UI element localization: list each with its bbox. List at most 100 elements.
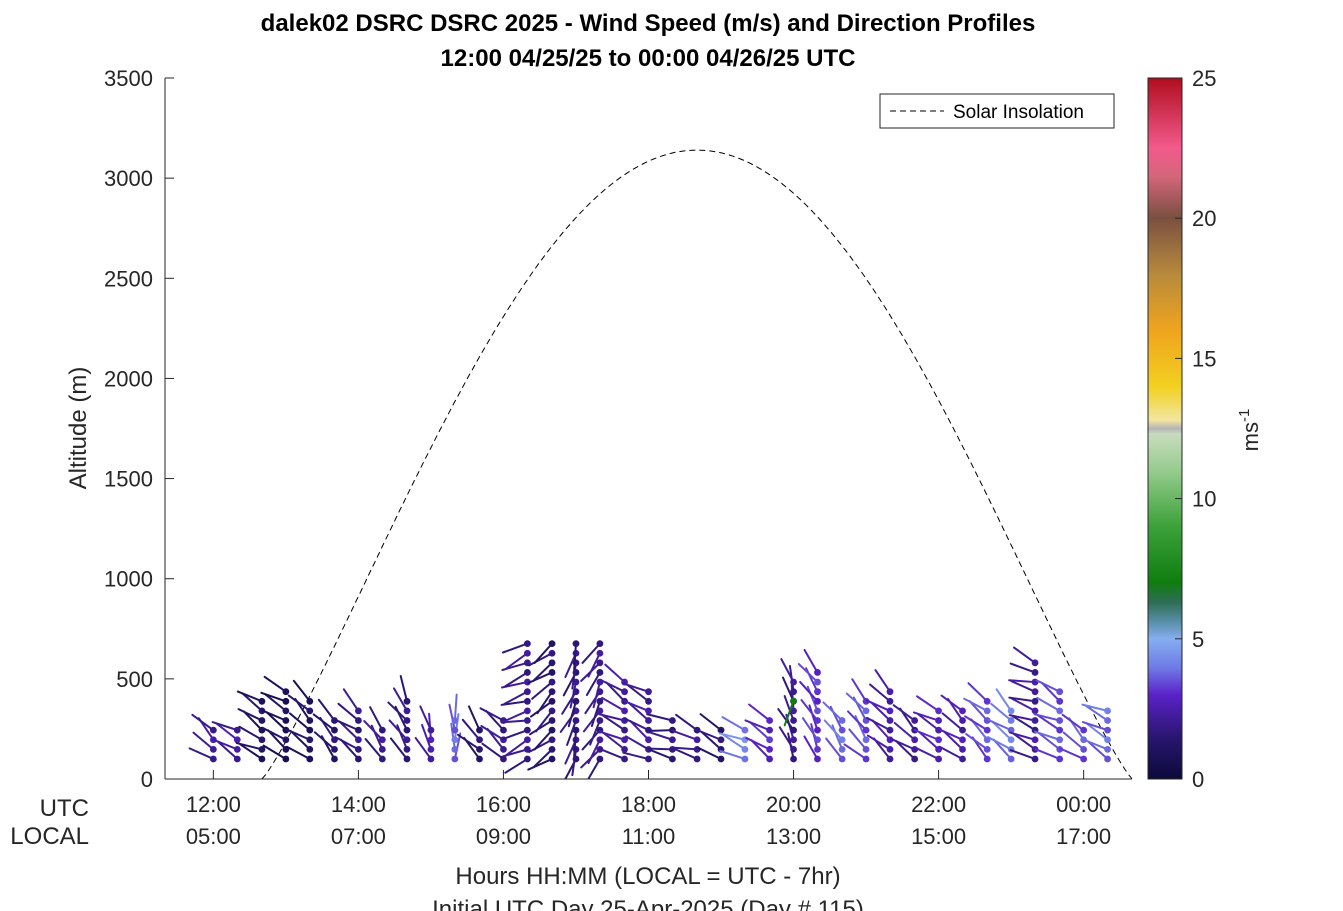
wind-barb-shaft xyxy=(1061,713,1085,732)
row-label-utc: UTC xyxy=(40,795,89,822)
wind-barb-shaft xyxy=(623,700,650,712)
wind-barb-shaft xyxy=(592,681,601,709)
wind-barb-shaft xyxy=(917,713,940,732)
wind-barb-dot xyxy=(645,688,652,696)
wind-barb-shaft xyxy=(533,729,554,751)
wind-barb-dot xyxy=(355,745,362,753)
wind-barb-shaft xyxy=(990,702,1013,722)
x-tick-label-local: 17:00 xyxy=(1056,824,1111,849)
wind-barb-dot xyxy=(935,707,942,715)
wind-barb-shaft xyxy=(242,710,263,732)
wind-barb-dot xyxy=(548,669,556,676)
wind-barb-shaft xyxy=(822,701,844,722)
wind-barb-shaft xyxy=(1040,681,1061,703)
x-tick-label-utc: 20:00 xyxy=(766,792,821,817)
wind-barb-dot xyxy=(306,755,314,763)
wind-barb-dot xyxy=(523,649,531,657)
wind-barb-dot xyxy=(282,717,290,724)
wind-barb-dot xyxy=(403,697,411,705)
wind-barb-shaft xyxy=(1008,714,1037,722)
wind-barb-dot xyxy=(596,649,604,657)
wind-barb-shaft xyxy=(399,675,408,703)
wind-barb-shaft xyxy=(369,706,384,732)
x-tick-label-local: 05:00 xyxy=(186,824,241,849)
wind-barbs-group xyxy=(188,640,1111,779)
wind-barb-dot xyxy=(548,678,556,686)
x-axis-label: Hours HH:MM (LOCAL = UTC - 7hr) xyxy=(455,863,840,890)
wind-barb-dot xyxy=(306,736,314,744)
wind-barb-shaft xyxy=(601,696,626,712)
wind-barb-dot xyxy=(523,669,531,676)
wind-barb-shaft xyxy=(1085,704,1109,722)
wind-barb-shaft xyxy=(783,695,795,722)
wind-barb-dot xyxy=(838,736,846,744)
wind-barb-dot xyxy=(548,688,556,696)
wind-barb-shaft xyxy=(340,738,360,760)
wind-barb-dot xyxy=(523,736,531,744)
wind-barb-shaft xyxy=(287,694,311,712)
legend-label: Solar Insolation xyxy=(953,102,1084,123)
wind-barb-shaft xyxy=(937,728,964,741)
wind-barb-dot xyxy=(621,707,628,715)
wind-barb-dot xyxy=(572,640,580,648)
wind-barb-dot xyxy=(403,726,411,734)
wind-barb-shaft xyxy=(582,709,601,733)
wind-barb-dot xyxy=(548,697,556,705)
wind-barb-shaft xyxy=(780,658,795,684)
wind-barb-dot xyxy=(548,717,556,724)
wind-barb-dot xyxy=(258,755,266,763)
wind-barb-dot xyxy=(1080,726,1088,734)
wind-barb-shaft xyxy=(866,734,892,751)
wind-barb-shaft xyxy=(1009,662,1037,674)
wind-barb-dot xyxy=(282,697,290,705)
wind-barb-dot xyxy=(1056,717,1064,724)
wind-barb-dot xyxy=(427,745,435,753)
wind-barb-shaft xyxy=(216,740,239,760)
wind-barb-dot xyxy=(1007,736,1015,744)
wind-barb-dot xyxy=(209,755,217,763)
wind-barb-shaft xyxy=(290,730,311,751)
wind-barb-shaft xyxy=(453,732,462,760)
wind-barb-dot xyxy=(790,736,797,744)
wind-barb-dot xyxy=(693,736,701,744)
wind-barb-shaft xyxy=(916,695,940,712)
wind-barb-dot xyxy=(306,697,314,705)
x-tick-label-local: 09:00 xyxy=(476,824,531,849)
x-axis-label-day: Initial UTC Day 25-Apr-2025 (Day # 115) xyxy=(432,896,864,911)
wind-barb-dot xyxy=(814,669,821,676)
wind-barb-shaft xyxy=(803,735,819,760)
wind-barb-shaft xyxy=(456,733,481,751)
wind-barb-dot xyxy=(790,745,797,753)
wind-barb-shaft xyxy=(624,717,650,732)
wind-barb-shaft xyxy=(585,671,601,696)
wind-barb-dot xyxy=(645,755,652,763)
wind-barb-shaft xyxy=(604,663,626,684)
wind-barb-shaft xyxy=(941,712,964,732)
wind-barb-shaft xyxy=(1033,713,1061,722)
wind-barb-shaft xyxy=(192,731,215,751)
wind-barb-shaft xyxy=(527,757,554,771)
wind-barb-dot xyxy=(959,755,966,763)
wind-barb-shaft xyxy=(991,720,1013,741)
wind-barb-shaft xyxy=(241,692,263,712)
wind-barb-dot xyxy=(427,755,435,763)
wind-barb-dot xyxy=(959,717,966,724)
wind-barb-dot xyxy=(669,736,676,744)
wind-barb-shaft xyxy=(485,709,505,732)
wind-barb-shaft xyxy=(1058,747,1085,760)
wind-barb-dot xyxy=(911,717,919,724)
wind-barb-dot xyxy=(233,745,241,753)
wind-barb-shaft xyxy=(605,681,626,703)
wind-barb-shaft xyxy=(573,729,577,758)
wind-barb-shaft xyxy=(646,730,674,741)
wind-barb-shaft xyxy=(629,720,650,741)
wind-barb-dot xyxy=(233,755,241,763)
wind-barb-shaft xyxy=(505,738,529,757)
wind-barb-dot xyxy=(1104,726,1111,734)
wind-barb-dot xyxy=(233,736,241,744)
wind-barb-shaft xyxy=(504,757,529,774)
wind-barb-shaft xyxy=(646,713,674,722)
wind-barb-dot xyxy=(886,707,894,715)
y-tick-label: 3500 xyxy=(104,66,153,91)
